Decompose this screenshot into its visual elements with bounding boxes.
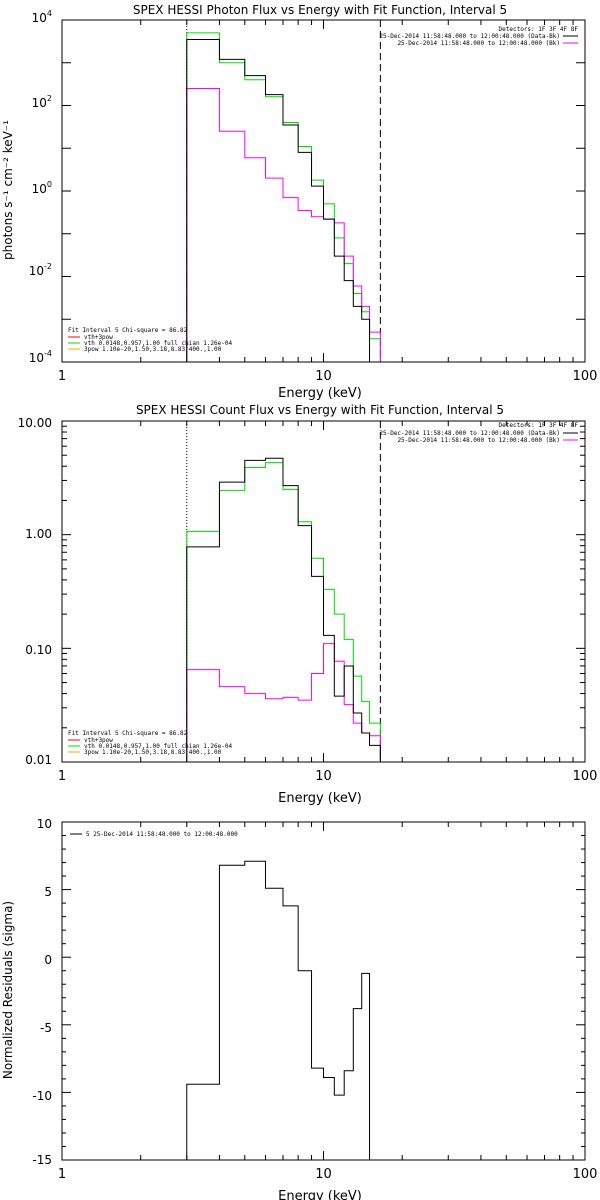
y-tick-label: 0 xyxy=(44,953,52,967)
y-tick-label: -15 xyxy=(32,1153,52,1167)
detectors-label: Detectors: 1F 3F 4F 8F xyxy=(499,26,579,33)
x-axis-label: Energy (keV) xyxy=(278,791,362,806)
photon-flux-panel: SPEX HESSI Photon Flux vs Energy with Fi… xyxy=(1,3,597,401)
fit-legend: Fit Interval 5 Chi-square = 86.82 vth+3p… xyxy=(68,730,232,756)
plot-frame xyxy=(61,821,586,1161)
vth-label: vth 0.0148,0.957,1.00 full chian 1.26e-0… xyxy=(84,340,232,347)
data-series-line xyxy=(186,457,381,762)
fit-legend: Fit Interval 5 Chi-square = 86.82 vth+3p… xyxy=(68,327,232,353)
y-tick-label: 0.10 xyxy=(25,643,52,657)
y-tick-label: 100 xyxy=(32,180,52,196)
y-tick-label: 10.00 xyxy=(18,416,52,430)
panel-title: SPEX HESSI Count Flux vs Energy with Fit… xyxy=(136,403,504,417)
x-axis-label: Energy (keV) xyxy=(278,1189,362,1200)
pow-label: 3pow 1.10e-20,1.50,3.18,8.83,400.,1.00 xyxy=(84,749,222,756)
y-tick-label: 102 xyxy=(32,94,52,110)
x-tick-label: 1 xyxy=(58,1167,66,1182)
vth-label: vth 0.0148,0.957,1.00 full chian 1.26e-0… xyxy=(84,743,232,750)
fit-header: Fit Interval 5 Chi-square = 86.82 xyxy=(68,327,188,334)
bk-interval-label: 25-Dec-2014 11:58:48.000 to 12:00:48.000… xyxy=(397,40,560,47)
y-tick-labels: 10-4 10-2 100 102 104 xyxy=(29,9,52,365)
y-tick-label: 10-2 xyxy=(29,262,52,278)
x-tick-label: 1 xyxy=(58,769,66,784)
y-tick-label: -5 xyxy=(40,1021,52,1035)
y-tick-label: 0.01 xyxy=(25,753,52,767)
background-series-line xyxy=(186,87,391,363)
x-tick-label: 10 xyxy=(315,1167,332,1182)
fit-header: Fit Interval 5 Chi-square = 86.82 xyxy=(68,730,188,737)
data-series-line xyxy=(186,860,371,1160)
total-fit-label: vth+3pow xyxy=(84,737,113,744)
x-tick-label: 100 xyxy=(573,369,598,384)
count-flux-panel: SPEX HESSI Count Flux vs Energy with Fit… xyxy=(18,403,598,806)
total-fit-label: vth+3pow xyxy=(84,334,113,341)
y-axis-label: photons s⁻¹ cm⁻² keV⁻¹ xyxy=(1,120,15,260)
x-tick-label: 10 xyxy=(315,369,332,384)
y-tick-label: -10 xyxy=(32,1089,52,1103)
time-legend: Detectors: 1F 3F 4F 8F 25-Dec-2014 11:58… xyxy=(379,422,578,444)
y-tick-label: 1.00 xyxy=(25,527,52,541)
data-interval-label: 25-Dec-2014 11:58:48.000 to 12:00:48.000… xyxy=(379,430,560,437)
vth-series-line xyxy=(186,462,381,762)
bk-interval-label: 25-Dec-2014 11:58:48.000 to 12:00:48.000… xyxy=(397,437,560,444)
y-tick-labels: -15 -10 -5 0 5 10 xyxy=(32,817,52,1167)
y-tick-label: 10 xyxy=(37,817,52,831)
x-tick-label: 100 xyxy=(573,1167,598,1182)
residual-legend-label: 5 25-Dec-2014 11:58:48.000 to 12:00:48.0… xyxy=(86,831,238,838)
detectors-label: Detectors: 1F 3F 4F 8F xyxy=(499,422,579,429)
data-interval-label: 25-Dec-2014 11:58:48.000 to 12:00:48.000… xyxy=(379,33,560,40)
time-legend: Detectors: 1F 3F 4F 8F 25-Dec-2014 11:58… xyxy=(379,26,578,47)
data-series-line xyxy=(186,38,391,363)
y-tick-label: 104 xyxy=(32,9,52,25)
residual-legend: 5 25-Dec-2014 11:58:48.000 to 12:00:48.0… xyxy=(70,831,238,838)
x-tick-label: 10 xyxy=(315,769,332,784)
x-axis-label: Energy (keV) xyxy=(278,386,362,401)
y-tick-label: 10-4 xyxy=(29,349,52,365)
y-tick-label: 5 xyxy=(44,885,52,899)
x-tick-label: 100 xyxy=(573,769,598,784)
pow-label: 3pow 1.10e-20,1.50,3.18,8.83,400.,1.00 xyxy=(84,346,222,353)
y-tick-labels: 0.01 0.10 1.00 10.00 xyxy=(18,416,52,767)
panel-title: SPEX HESSI Photon Flux vs Energy with Fi… xyxy=(133,3,507,17)
y-axis-label: Normalized Residuals (sigma) xyxy=(1,901,15,1079)
x-tick-label: 1 xyxy=(58,369,66,384)
residuals-panel: Normalized Residuals (sigma) -15 -10 -5 … xyxy=(1,817,597,1200)
